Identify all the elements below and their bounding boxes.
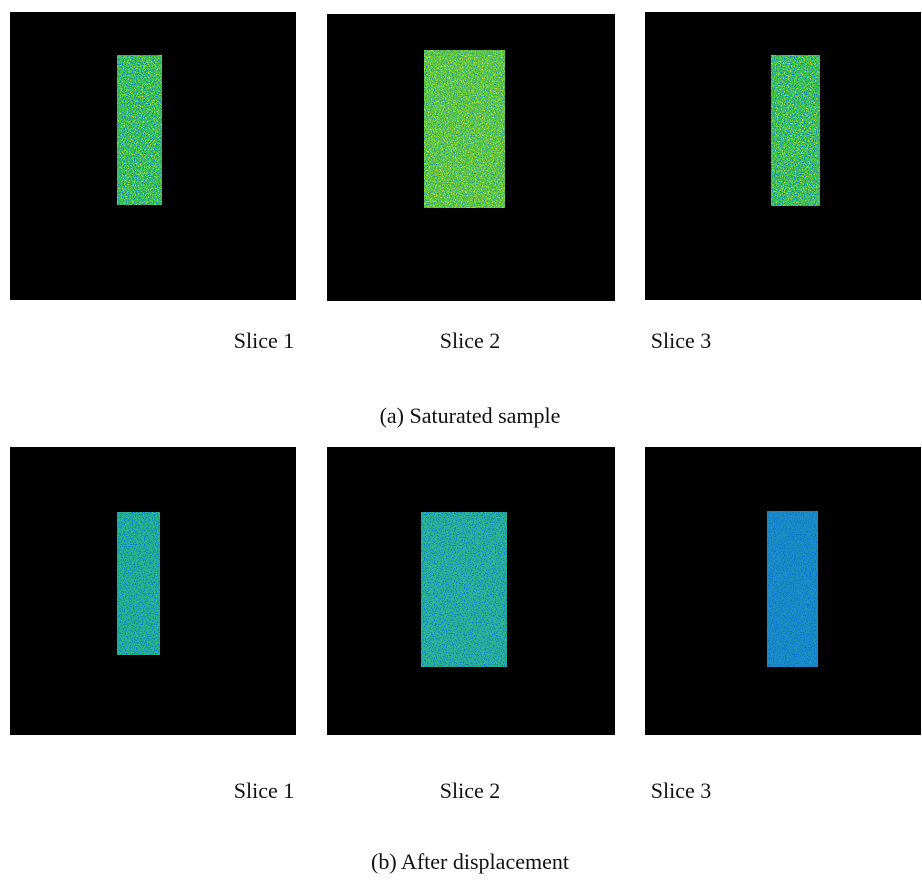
slice-image bbox=[645, 12, 921, 300]
slice-image bbox=[10, 447, 296, 735]
slice-label: Slice 2 bbox=[440, 778, 501, 803]
slice-image bbox=[327, 447, 615, 735]
slice-image bbox=[645, 447, 921, 735]
slice-label: Slice 1 bbox=[234, 778, 295, 803]
slice-image bbox=[10, 12, 296, 300]
panel-caption: (b) After displacement bbox=[371, 849, 569, 874]
slice-image bbox=[327, 14, 615, 301]
slice-label: Slice 2 bbox=[440, 328, 501, 353]
slice-label: Slice 3 bbox=[651, 778, 712, 803]
slice-label: Slice 3 bbox=[651, 328, 712, 353]
panel-caption: (a) Saturated sample bbox=[380, 403, 561, 428]
slice-label: Slice 1 bbox=[234, 328, 295, 353]
